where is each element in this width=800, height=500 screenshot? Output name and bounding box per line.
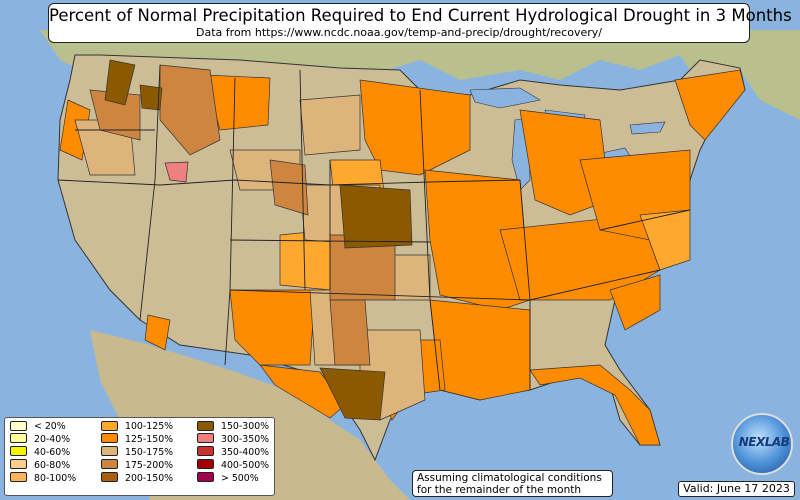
legend-item: < 20% (10, 420, 76, 433)
legend-swatch (10, 433, 27, 444)
legend-item: 400-500% (197, 459, 270, 472)
legend-label: > 500% (221, 472, 259, 484)
region-virginia (639, 209, 691, 271)
assumption-note: Assuming climatological conditions for t… (412, 470, 613, 497)
legend-item: 350-400% (197, 446, 270, 459)
region-kansas-nebraska (339, 184, 413, 249)
map-subtitle: Data from https://www.ncdc.noaa.gov/temp… (196, 26, 602, 39)
region-texas-hill-country (319, 367, 386, 421)
legend-item: 40-60% (10, 446, 76, 459)
region-dakotas (299, 94, 361, 156)
legend-item: 60-80% (10, 459, 76, 472)
legend-column-2: 100-125% 125-150% 150-175% 175-200% 200-… (101, 420, 174, 485)
legend-label: 80-100% (34, 472, 77, 484)
legend-item: 175-200% (101, 459, 174, 472)
legend-label: 40-60% (34, 446, 71, 458)
lake-superior (469, 87, 541, 109)
legend-label: 400-500% (221, 459, 270, 471)
legend-swatch (10, 459, 27, 470)
regions-125-150 (59, 69, 746, 446)
legend-swatch (10, 446, 27, 457)
region-washington-cascades (104, 59, 136, 106)
legend-label: 20-40% (34, 433, 71, 445)
legend-item: 300-350% (197, 433, 270, 446)
regions-150-300 (104, 59, 413, 421)
legend-swatch (197, 459, 214, 470)
region-eastern-oklahoma (389, 254, 431, 301)
region-wyoming-east (269, 159, 309, 216)
legend-swatch (101, 446, 118, 457)
legend-item: 100-125% (101, 420, 174, 433)
legend-label: 150-300% (221, 421, 270, 432)
legend-item: 125-150% (101, 433, 174, 446)
legend-swatch (197, 446, 214, 457)
region-carolinas (609, 274, 661, 331)
region-new-mexico (229, 289, 316, 366)
legend-swatch (197, 433, 214, 444)
regions-175-200 (89, 64, 396, 366)
legend-item: 80-100% (10, 472, 77, 485)
note-line-1: Assuming climatological conditions (417, 472, 602, 484)
valid-date: Valid: June 17 2023 (678, 481, 795, 497)
legend-swatch (197, 420, 214, 431)
region-west-texas (259, 364, 346, 419)
legend-swatch (10, 472, 27, 483)
legend-label: 125-150% (125, 433, 174, 445)
legend-item: > 500% (197, 472, 269, 485)
lake-ontario (629, 121, 666, 135)
region-utah-300-350 (164, 161, 189, 183)
legend: < 20% 20-40% 40-60% 60-80% 80-100% 100-1… (4, 417, 275, 496)
region-north-texas (329, 299, 371, 366)
region-minnesota-wisconsin (359, 79, 471, 176)
legend-label: 100-125% (125, 421, 174, 432)
legend-swatch (197, 472, 214, 483)
legend-label: 350-400% (221, 446, 270, 458)
region-florida-gulf (529, 364, 661, 446)
legend-label: 300-350% (221, 433, 270, 445)
nexlab-logo: NEXLAB (731, 413, 793, 475)
legend-swatch (101, 459, 118, 470)
legend-label: 200-150% (125, 472, 174, 484)
note-line-2: for the remainder of the month (417, 484, 582, 496)
region-idaho-montana (159, 64, 221, 156)
logo-text: NEXLAB (738, 435, 790, 449)
title-box: Percent of Normal Precipitation Required… (48, 3, 792, 43)
legend-column-1: < 20% 20-40% 40-60% 60-80% 80-100% (10, 420, 77, 485)
legend-label: 175-200% (125, 459, 174, 471)
region-south-central (429, 299, 531, 401)
legend-label: < 20% (34, 421, 66, 432)
region-idaho-north (139, 84, 163, 111)
legend-item: 20-40% (10, 433, 76, 446)
legend-swatch (10, 420, 27, 431)
legend-swatch (101, 433, 118, 444)
region-michigan-ohio (519, 109, 611, 216)
region-new-england (674, 69, 746, 141)
legend-label: 60-80% (34, 459, 71, 471)
legend-swatch (101, 472, 118, 483)
legend-item: 200-150% (101, 472, 174, 485)
region-arizona-south (144, 314, 171, 351)
legend-item: 150-175% (101, 446, 174, 459)
map-title: Percent of Normal Precipitation Required… (49, 6, 792, 25)
legend-column-3: 150-300% 300-350% 350-400% 400-500% > 50… (197, 420, 270, 485)
legend-swatch (101, 420, 118, 431)
canada-land (0, 30, 800, 120)
state-borders (57, 64, 691, 391)
legend-item: 150-300% (197, 420, 270, 433)
legend-label: 150-175% (125, 446, 174, 458)
